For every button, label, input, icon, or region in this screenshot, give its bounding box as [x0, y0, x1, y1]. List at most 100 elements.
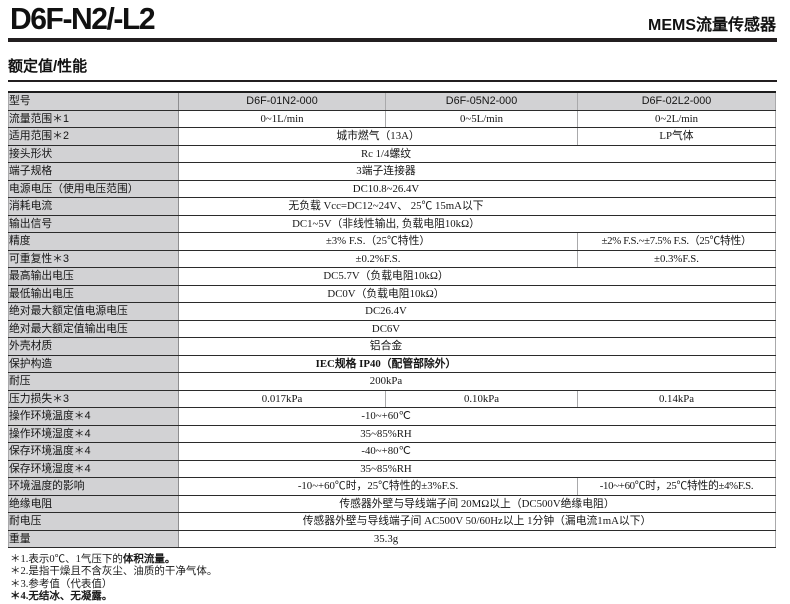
spec-row: 绝对最大额定值输出电压 DC6V — [8, 320, 776, 338]
spec-label-cell: 环境温度的影响 — [8, 477, 179, 496]
spec-row: 保存环境湿度＊4 35~85%RH — [8, 460, 776, 478]
spec-row: 耐压 200kPa — [8, 372, 776, 391]
spec-row: 保存环境温度＊4 -40~+80℃ — [8, 442, 776, 461]
spec-value-cell: Rc 1/4螺纹 — [178, 145, 776, 163]
spec-label-cell: 保护构造 — [8, 355, 179, 373]
spec-label-cell: 操作环境温度＊4 — [8, 407, 179, 426]
spec-label-cell: 适用范围＊2 — [8, 127, 179, 146]
spec-value-cell: D6F-01N2-000 — [178, 92, 386, 111]
spec-value-cell: LP气体 — [577, 127, 776, 146]
spec-row: 可重复性＊3 ±0.2%F.S. ±0.3%F.S. — [8, 250, 776, 268]
spec-row: 耐电压 传感器外壁与导线端子间 AC500V 50/60Hz以上 1分钟（漏电流1… — [8, 512, 776, 531]
spec-value-cell: 无负载 Vcc=DC12~24V、 25℃ 15mA以下 — [178, 197, 776, 216]
spec-label-cell: 输出信号 — [8, 215, 179, 233]
spec-value-cell: 城市燃气（13A） — [178, 127, 578, 146]
spec-label-cell: 保存环境湿度＊4 — [8, 460, 179, 478]
spec-value-cell: 0~1L/min — [178, 110, 386, 128]
spec-label-cell: 绝缘电阻 — [8, 495, 179, 513]
spec-label-cell: 压力损失＊3 — [8, 390, 179, 408]
spec-value-cell: DC26.4V — [178, 302, 776, 321]
spec-label-cell: 最高输出电压 — [8, 267, 179, 286]
spec-row: 绝缘电阻 传感器外壁与导线端子间 20MΩ以上（DC500V绝缘电阻） — [8, 495, 776, 513]
spec-value-cell: IEC规格 IP40（配管部除外） — [178, 355, 776, 373]
spec-row: 压力损失＊3 0.017kPa 0.10kPa 0.14kPa — [8, 390, 776, 408]
spec-row: 保护构造 IEC规格 IP40（配管部除外） — [8, 355, 776, 373]
section-title: 额定值/性能 — [8, 58, 88, 75]
spec-row: 型号 D6F-01N2-000 D6F-05N2-000 D6F-02L2-000 — [8, 92, 776, 111]
spec-value-cell: 3端子连接器 — [178, 162, 776, 181]
spec-row: 接头形状 Rc 1/4螺纹 — [8, 145, 776, 163]
spec-row: 适用范围＊2 城市燃气（13A） LP气体 — [8, 127, 776, 146]
note-text: ＊2.是指干燥且不含灰尘、油质的干净气体。 — [10, 566, 218, 578]
spec-value-cell: DC0V（负载电阻10kΩ） — [178, 285, 776, 303]
spec-value-cell: ±0.3%F.S. — [577, 250, 776, 268]
footnotes: ＊1.表示0℃、1气压下的体积流量。 ＊2.是指干燥且不含灰尘、油质的干净气体。＊… — [10, 554, 790, 604]
spec-table-body: 型号 D6F-01N2-000 D6F-05N2-000 D6F-02L2-000 流量… — [8, 92, 776, 548]
spec-value-cell: 35~85%RH — [178, 425, 776, 443]
spec-value-cell: D6F-02L2-000 — [577, 92, 776, 111]
spec-value-cell: 传感器外壁与导线端子间 20MΩ以上（DC500V绝缘电阻） — [178, 495, 776, 513]
spec-value-cell: ±2% F.S.~±7.5% F.S.（25℃特性） — [577, 232, 776, 251]
spec-label-cell: 重量 — [8, 530, 179, 548]
spec-value-cell: DC10.8~26.4V — [178, 180, 776, 198]
spec-row: 最高输出电压 DC5.7V（负载电阻10kΩ） — [8, 267, 776, 286]
spec-row: 最低输出电压 DC0V（负载电阻10kΩ） — [8, 285, 776, 303]
spec-row: 精度 ±3% F.S.（25℃特性） ±2% F.S.~±7.5% F.S.（25℃… — [8, 232, 776, 251]
spec-label-cell: 消耗电流 — [8, 197, 179, 216]
spec-value-cell: DC5.7V（负载电阻10kΩ） — [178, 267, 776, 286]
spec-label-cell: 最低输出电压 — [8, 285, 179, 303]
spec-row: 输出信号 DC1~5V（非线性输出, 负载电阻10kΩ） — [8, 215, 776, 233]
page-header: D6F-N2/-L2 MEMS流量传感器 — [0, 0, 790, 36]
note-line: ＊4.无结冰、无凝露。 — [10, 591, 790, 603]
spec-value-cell: 传感器外壁与导线端子间 AC500V 50/60Hz以上 1分钟（漏电流1mA以… — [178, 512, 776, 531]
spec-label-cell: 接头形状 — [8, 145, 179, 163]
spec-row: 绝对最大额定值电源电压 DC26.4V — [8, 302, 776, 321]
spec-table: 型号 D6F-01N2-000 D6F-05N2-000 D6F-02L2-000 流量… — [8, 91, 776, 548]
spec-value-cell: 0~2L/min — [577, 110, 776, 128]
spec-label-cell: 耐压 — [8, 372, 179, 391]
header-rule — [8, 38, 777, 42]
spec-value-cell: ±0.2%F.S. — [178, 250, 578, 268]
product-category-label: MEMS流量传感器 — [647, 17, 776, 34]
spec-value-cell: DC1~5V（非线性输出, 负载电阻10kΩ） — [178, 215, 776, 233]
spec-label-cell: 型号 — [8, 92, 179, 111]
spec-value-cell: 0~5L/min — [385, 110, 578, 128]
spec-row: 操作环境湿度＊4 35~85%RH — [8, 425, 776, 443]
spec-value-cell: 0.14kPa — [577, 390, 776, 408]
spec-value-cell: -40~+80℃ — [178, 442, 776, 461]
note-text: ＊4.无结冰、无凝露。 — [10, 591, 113, 603]
note-line: ＊2.是指干燥且不含灰尘、油质的干净气体。 — [10, 566, 790, 578]
spec-row: 消耗电流 无负载 Vcc=DC12~24V、 25℃ 15mA以下 — [8, 197, 776, 216]
spec-row: 端子规格 3端子连接器 — [8, 162, 776, 181]
section-rule — [8, 80, 777, 82]
spec-label-cell: 可重复性＊3 — [8, 250, 179, 268]
note-line: ＊3.参考值（代表值） — [10, 579, 790, 591]
spec-row: 操作环境温度＊4 -10~+60℃ — [8, 407, 776, 426]
spec-row: 环境温度的影响 -10~+60℃时，25℃特性的±3%F.S. -10~+60℃时，… — [8, 477, 776, 496]
spec-label-cell: 操作环境湿度＊4 — [8, 425, 179, 443]
spec-value-cell: 35~85%RH — [178, 460, 776, 478]
note-text: ＊1.表示0℃、1气压下的 — [10, 554, 123, 565]
spec-label-cell: 耐电压 — [8, 512, 179, 531]
spec-value-cell: 0.10kPa — [385, 390, 578, 408]
note-line: ＊1.表示0℃、1气压下的体积流量。 — [10, 554, 790, 566]
spec-label-cell: 端子规格 — [8, 162, 179, 181]
spec-row: 重量 35.3g — [8, 530, 776, 548]
spec-value-cell: D6F-05N2-000 — [385, 92, 578, 111]
spec-value-cell: DC6V — [178, 320, 776, 338]
spec-value-cell: 0.017kPa — [178, 390, 386, 408]
spec-value-cell: -10~+60℃ — [178, 407, 776, 426]
spec-label-cell: 绝对最大额定值输出电压 — [8, 320, 179, 338]
spec-label-cell: 电源电压（使用电压范围） — [8, 180, 179, 198]
page-title: D6F-N2/-L2 — [10, 1, 156, 36]
spec-label-cell: 绝对最大额定值电源电压 — [8, 302, 179, 321]
spec-value-cell: -10~+60℃时，25℃特性的±3%F.S. — [178, 477, 578, 496]
spec-label-cell: 精度 — [8, 232, 179, 251]
spec-value-cell: -10~+60℃时，25℃特性的±4%F.S. — [577, 477, 776, 496]
spec-label-cell: 流量范围＊1 — [8, 110, 179, 128]
note-text: 体积流量。 — [122, 554, 176, 565]
spec-label-cell: 外壳材质 — [8, 337, 179, 356]
note-text: ＊3.参考值（代表值） — [10, 578, 113, 590]
spec-value-cell: 铝合金 — [178, 337, 776, 356]
